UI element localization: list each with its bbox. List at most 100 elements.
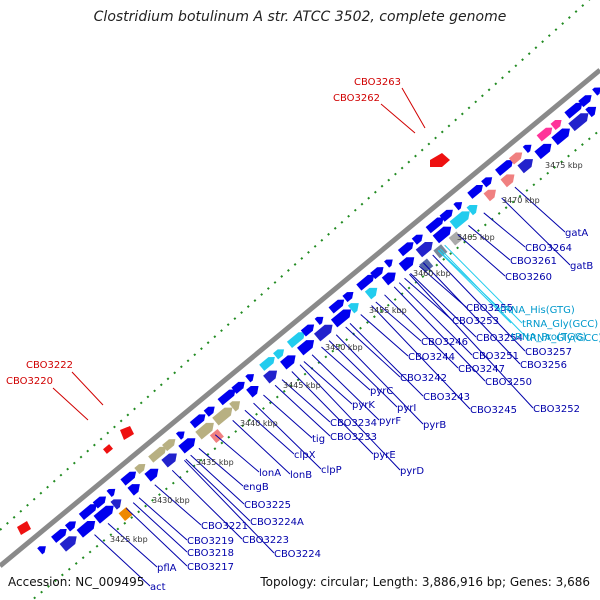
- gene-label-cbo3251[interactable]: CBO3251: [472, 351, 519, 362]
- gene-label-cbo3260[interactable]: CBO3260: [505, 272, 552, 283]
- gene-arrow[interactable]: [328, 297, 347, 314]
- trna-label-his[interactable]: tRNA_His(GTG): [500, 305, 575, 316]
- gene-label-cbo3243[interactable]: CBO3243: [423, 392, 470, 403]
- gene-arrow[interactable]: [231, 379, 247, 394]
- gene-arrow[interactable]: [59, 532, 80, 552]
- gene-arrow[interactable]: [300, 321, 317, 337]
- red-label-cbo3222[interactable]: CBO3222: [26, 360, 73, 371]
- gene-label-pyrK[interactable]: pyrK: [352, 400, 375, 411]
- gene-arrow[interactable]: [449, 208, 473, 230]
- gene-label-cbo3250[interactable]: CBO3250: [485, 377, 532, 388]
- gene-label-cbo3224[interactable]: CBO3224: [274, 549, 321, 560]
- gene-arrow[interactable]: [286, 329, 308, 348]
- gene-label-pyrC[interactable]: pyrC: [370, 386, 393, 397]
- gene-arrow[interactable]: [246, 382, 262, 398]
- gene-arrow[interactable]: [162, 436, 178, 452]
- gene-arrow[interactable]: [203, 404, 218, 417]
- gene-arrow[interactable]: [178, 434, 198, 454]
- gene-label-gatB[interactable]: gatB: [570, 261, 593, 272]
- gene-label-cbo3245[interactable]: CBO3245: [470, 405, 517, 416]
- gene-arrow[interactable]: [330, 306, 354, 328]
- gene-arrow[interactable]: [245, 371, 256, 383]
- gene-label-cbo3217[interactable]: CBO3217: [187, 562, 234, 573]
- gene-arrow[interactable]: [51, 526, 69, 543]
- gene-arrow[interactable]: [259, 354, 277, 371]
- gene-arrow[interactable]: [314, 314, 326, 326]
- gene-arrow[interactable]: [381, 269, 399, 286]
- gene-arrow[interactable]: [93, 502, 117, 524]
- gene-arrow[interactable]: [425, 214, 447, 234]
- gene-arrow[interactable]: [364, 284, 381, 300]
- gene-arrow[interactable]: [370, 264, 386, 280]
- gene-arrow[interactable]: [217, 386, 239, 406]
- gene-arrow[interactable]: [134, 461, 148, 475]
- red-gene-cbo3222[interactable]: [120, 426, 134, 440]
- gene-arrow[interactable]: [347, 299, 362, 314]
- gene-label-cbo3223[interactable]: CBO3223: [242, 535, 289, 546]
- gene-arrow[interactable]: [439, 207, 456, 222]
- gene-label-pyrE[interactable]: pyrE: [373, 450, 396, 461]
- gene-arrow[interactable]: [415, 238, 436, 258]
- gene-label-pyrB[interactable]: pyrB: [423, 420, 446, 431]
- gene-label-lonB[interactable]: lonB: [290, 470, 312, 481]
- gene-arrow[interactable]: [229, 397, 243, 412]
- gene-label-cbo3257[interactable]: CBO3257: [525, 347, 572, 358]
- gene-label-clpP[interactable]: clpP: [321, 465, 342, 476]
- gene-label-clpX[interactable]: clpX: [294, 450, 316, 461]
- gene-arrow[interactable]: [564, 100, 585, 119]
- gene-label-cbo3225[interactable]: CBO3225: [244, 500, 291, 511]
- gene-arrow[interactable]: [578, 92, 594, 108]
- trna-label-gly-1[interactable]: tRNA_Gly(GCC): [522, 319, 598, 330]
- gene-arrow[interactable]: [467, 182, 485, 199]
- gene-arrow[interactable]: [356, 272, 377, 291]
- red-gene-small[interactable]: [103, 444, 113, 454]
- gene-label-cbo3221[interactable]: CBO3221: [201, 521, 248, 532]
- gene-arrow[interactable]: [568, 109, 591, 132]
- gene-label-cbo3255[interactable]: CBO3255: [466, 303, 513, 314]
- gene-label-cbo3253[interactable]: CBO3253: [452, 316, 499, 327]
- gene-arrow[interactable]: [273, 346, 287, 360]
- gene-arrow[interactable]: [508, 149, 525, 165]
- gene-arrow[interactable]: [175, 428, 187, 440]
- gene-label-act[interactable]: act: [150, 582, 166, 593]
- gene-arrow[interactable]: [195, 419, 217, 440]
- gene-arrow[interactable]: [432, 223, 455, 244]
- gene-arrow[interactable]: [534, 140, 554, 160]
- gene-label-cbo3261[interactable]: CBO3261: [510, 256, 557, 267]
- gene-arrow[interactable]: [592, 84, 600, 96]
- red-label-cbo3263[interactable]: CBO3263: [354, 77, 401, 88]
- gene-arrow[interactable]: [550, 117, 565, 131]
- gene-arrow[interactable]: [522, 142, 534, 153]
- gene-arrow[interactable]: [411, 232, 426, 245]
- gene-arrow[interactable]: [110, 496, 124, 510]
- gene-label-engB[interactable]: engB: [243, 482, 269, 493]
- gene-arrow[interactable]: [313, 321, 336, 342]
- gene-arrow[interactable]: [76, 517, 99, 538]
- gene-arrow[interactable]: [161, 450, 180, 468]
- gene-label-pyrI[interactable]: pyrI: [397, 403, 416, 414]
- gene-arrow[interactable]: [453, 199, 464, 211]
- feature-box[interactable]: [433, 244, 448, 259]
- gene-arrow[interactable]: [398, 253, 418, 272]
- gene-arrow[interactable]: [212, 404, 235, 426]
- gene-arrow[interactable]: [585, 103, 599, 118]
- gene-arrow[interactable]: [64, 518, 79, 532]
- gene-arrow[interactable]: [92, 493, 109, 509]
- gene-label-cbo3264[interactable]: CBO3264: [525, 243, 572, 254]
- gene-label-pyrD[interactable]: pyrD: [400, 466, 424, 477]
- gene-arrow[interactable]: [483, 186, 500, 202]
- gene-arrow[interactable]: [466, 201, 481, 216]
- trna-label-pro[interactable]: tRNA_Pro(TGG): [511, 332, 587, 343]
- gene-arrow[interactable]: [297, 336, 317, 356]
- gene-arrow[interactable]: [397, 239, 416, 257]
- gene-arrow[interactable]: [120, 469, 138, 486]
- gene-label-lonA[interactable]: lonA: [259, 468, 281, 479]
- gene-arrow[interactable]: [517, 155, 536, 174]
- gene-arrow[interactable]: [106, 486, 118, 498]
- gene-label-cbo3244[interactable]: CBO3244: [408, 352, 455, 363]
- gene-arrow[interactable]: [78, 501, 100, 520]
- gene-arrow[interactable]: [384, 256, 395, 268]
- feature-box[interactable]: [448, 231, 463, 246]
- gene-arrow[interactable]: [342, 289, 356, 303]
- gene-arrow[interactable]: [495, 157, 516, 176]
